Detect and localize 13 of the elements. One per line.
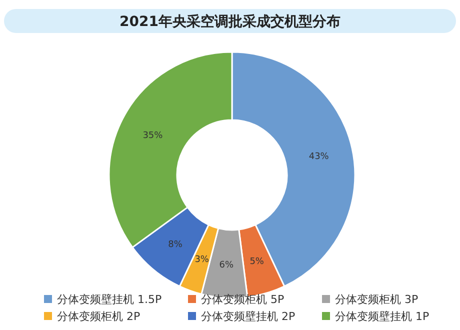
data-label: 3%: [194, 255, 210, 266]
data-label: 35%: [142, 131, 164, 142]
data-label: 43%: [308, 152, 330, 162]
data-label: 6%: [219, 260, 234, 270]
chart-title: 2021年央采空调批采成交机型分布: [120, 13, 340, 30]
data-label: 5%: [250, 256, 264, 267]
legend-label: 分体变频壁挂机 1.5P: [57, 293, 162, 306]
legend-label: 分体变频壁挂机 2P: [201, 310, 296, 323]
data-label: 8%: [168, 240, 183, 250]
legend-label: 分体变频柜机 5P: [201, 293, 284, 306]
legend-label: 分体变频柜机 3P: [335, 293, 418, 306]
legend-label: 分体变频柜机 2P: [57, 310, 140, 323]
legend-label: 分体变频壁挂机 1P: [335, 310, 430, 323]
